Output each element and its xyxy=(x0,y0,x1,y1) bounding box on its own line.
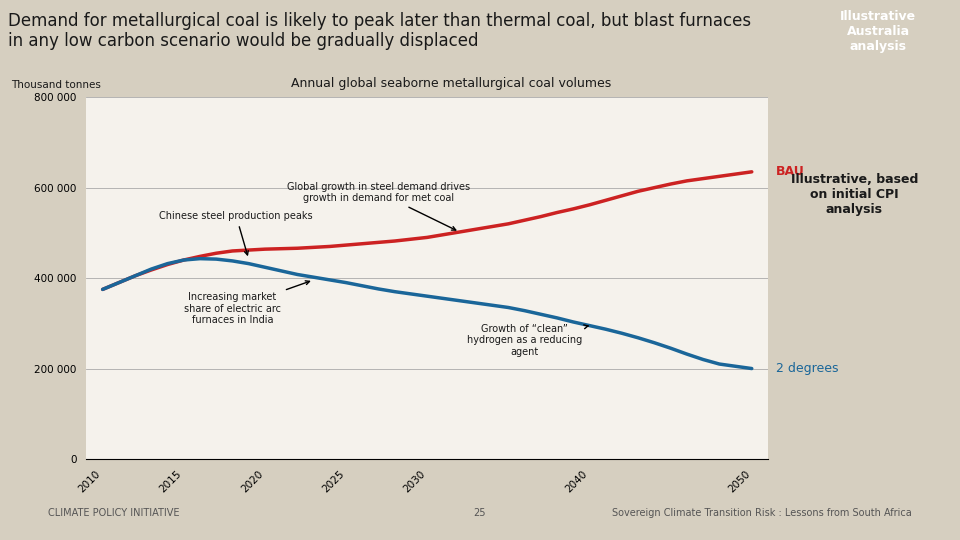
Text: Thousand tonnes: Thousand tonnes xyxy=(12,80,102,90)
Text: Demand for metallurgical coal is likely to peak later than thermal coal, but bla: Demand for metallurgical coal is likely … xyxy=(8,12,751,50)
Text: Chinese steel production peaks: Chinese steel production peaks xyxy=(159,211,313,255)
Text: Illustrative
Australia
analysis: Illustrative Australia analysis xyxy=(840,10,917,52)
Text: Annual global seaborne metallurgical coal volumes: Annual global seaborne metallurgical coa… xyxy=(291,77,612,90)
Text: Growth of “clean”
hydrogen as a reducing
agent: Growth of “clean” hydrogen as a reducing… xyxy=(467,324,588,357)
Text: Increasing market
share of electric arc
furnaces in India: Increasing market share of electric arc … xyxy=(184,281,309,325)
Text: Sovereign Climate Transition Risk : Lessons from South Africa: Sovereign Climate Transition Risk : Less… xyxy=(612,508,912,518)
Text: CLIMATE POLICY INITIATIVE: CLIMATE POLICY INITIATIVE xyxy=(48,508,180,518)
Text: BAU: BAU xyxy=(776,165,804,178)
Text: Global growth in steel demand drives
growth in demand for met coal: Global growth in steel demand drives gro… xyxy=(287,181,470,230)
Text: 25: 25 xyxy=(473,508,487,518)
Text: Illustrative, based
on initial CPI
analysis: Illustrative, based on initial CPI analy… xyxy=(791,173,918,216)
Text: 2 degrees: 2 degrees xyxy=(776,362,839,375)
